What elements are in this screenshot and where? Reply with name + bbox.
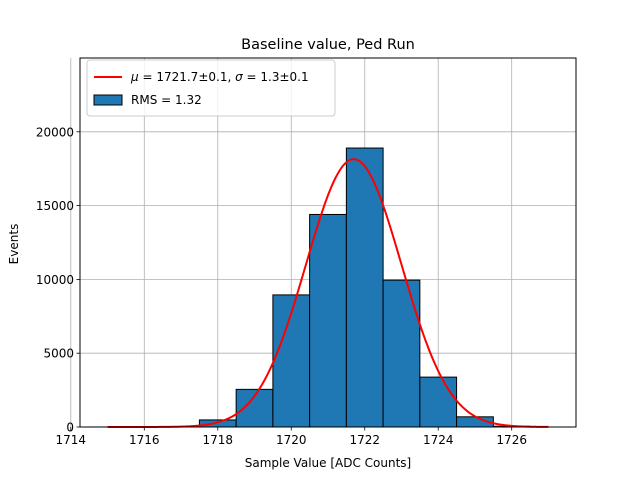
y-tick-label: 10000	[36, 273, 74, 287]
legend: μ = 1721.7±0.1, σ = 1.3±0.1 RMS = 1.32	[86, 59, 336, 117]
plot-frame	[79, 57, 577, 428]
chart-title: Baseline value, Ped Run	[241, 37, 415, 53]
histogram-bar	[198, 419, 237, 428]
legend-sigma-text: = 1.3±0.1	[243, 70, 309, 84]
x-tick-label: 1718	[203, 433, 234, 447]
x-tick-label: 1716	[129, 433, 160, 447]
y-axis-label: Events	[7, 224, 21, 265]
legend-bar-swatch	[93, 94, 123, 106]
legend-sigma-symbol: σ	[235, 70, 243, 84]
histogram-bar	[345, 147, 384, 428]
legend-mu-text: = 1721.7±0.1,	[139, 70, 235, 84]
ticks-layer: 1714 1716 1718 1720 1722 1724 1726 0 5000 10000 15…	[36, 125, 527, 447]
y-tick-label: 20000	[36, 125, 74, 139]
x-tick-label: 1722	[349, 433, 380, 447]
y-tick-label: 15000	[36, 199, 74, 213]
legend-mu-symbol: μ	[130, 70, 139, 84]
y-tick-label: 0	[66, 421, 74, 435]
legend-rms-label: RMS = 1.32	[131, 93, 202, 107]
y-tick-label: 5000	[43, 347, 74, 361]
legend-box	[86, 59, 336, 117]
histogram-bar	[309, 213, 347, 428]
histogram-bar	[419, 376, 458, 428]
bars-layer	[88, 147, 531, 428]
x-tick-label: 1724	[423, 433, 454, 447]
histogram-bar	[382, 279, 421, 428]
x-tick-label: 1726	[496, 433, 527, 447]
x-tick-label: 1720	[276, 433, 307, 447]
x-axis-label: Sample Value [ADC Counts]	[245, 456, 411, 470]
x-tick-label: 1714	[56, 433, 87, 447]
legend-fit-label: μ = 1721.7±0.1, σ = 1.3±0.1	[130, 70, 309, 84]
